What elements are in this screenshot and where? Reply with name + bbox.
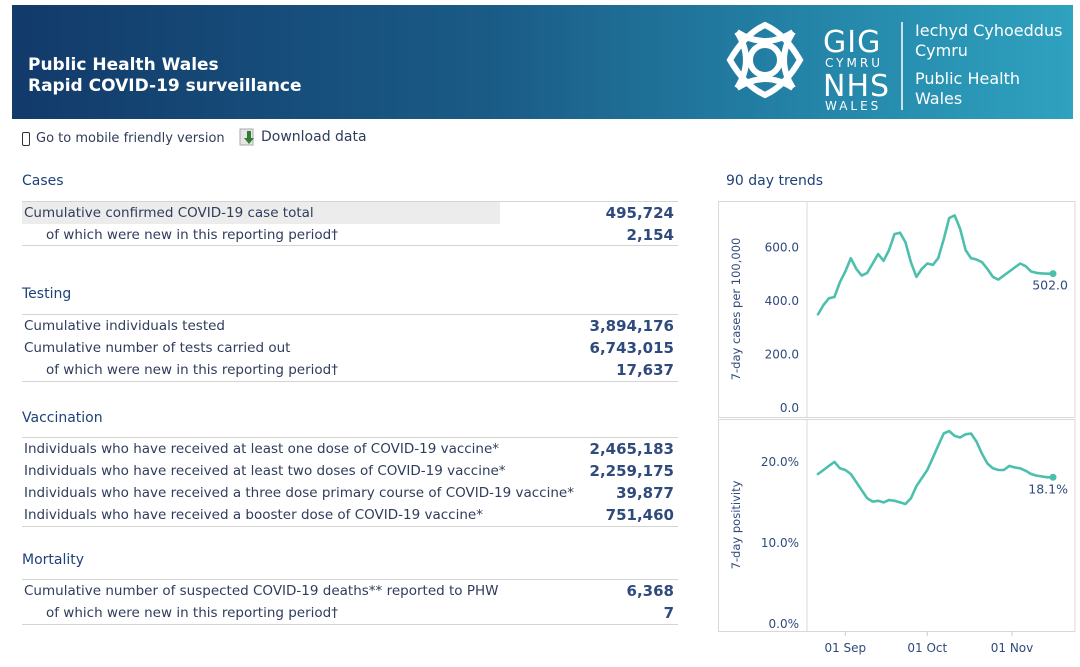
y-tick-label: 200.0 [765,347,799,361]
table-row[interactable]: Individuals who have received at least o… [22,438,678,460]
y-tick-label: 600.0 [765,240,799,254]
row-value: 6,743,015 [589,339,674,357]
mortality-section-title: Mortality [22,552,85,568]
celtic-knot-icon [726,21,804,99]
table-row[interactable]: of which were new in this reporting peri… [22,224,678,246]
row-value: 17,637 [616,361,674,379]
row-label: of which were new in this reporting peri… [46,605,338,621]
y-axis-label: 7-day positivity [729,480,743,569]
row-value: 2,154 [626,226,674,244]
row-value: 39,877 [616,484,674,502]
row-label: Individuals who have received a booster … [24,507,483,523]
divider [22,245,678,246]
dashboard-title: Rapid COVID-19 surveillance [28,76,302,96]
download-data-label: Download data [261,129,367,145]
table-row[interactable]: Individuals who have received a three do… [22,482,678,504]
y-tick-label: 400.0 [765,294,799,308]
row-value: 751,460 [605,506,674,524]
vaccination-section-title: Vaccination [22,410,103,426]
brand-name: Iechyd Cyhoeddus Cymru Public Health Wal… [915,21,1062,109]
end-value-label: 18.1% [1028,481,1068,496]
x-tick-label: 01 Oct [907,641,947,655]
row-label: Cumulative number of suspected COVID-19 … [24,583,499,599]
divider [22,579,678,580]
brand-welsh-line2: Cymru [915,41,968,60]
table-row[interactable]: Cumulative number of tests carried out 6… [22,337,678,359]
table-row[interactable]: Cumulative number of suspected COVID-19 … [22,580,678,602]
series-line [816,214,1055,316]
testing-section-title: Testing [22,286,72,302]
page-title: Public Health Wales Rapid COVID-19 surve… [28,55,302,97]
nhs-wales-logo: GIG CYMRU NHS WALES [726,21,903,113]
table-row[interactable]: Individuals who have received at least t… [22,460,678,482]
mobile-version-label: Go to mobile friendly version [36,131,225,146]
x-tick-label: 01 Sep [824,641,866,655]
y-tick-label: 10.0% [761,536,799,550]
download-data-button[interactable]: Download data [239,128,367,146]
row-label: Cumulative individuals tested [24,318,225,334]
row-label: of which were new in this reporting peri… [46,362,338,378]
y-tick-label: 0.0% [769,617,800,631]
page-header: Public Health Wales Rapid COVID-19 surve… [12,5,1073,119]
logo-cymru-text: CYMRU [825,56,883,70]
download-icon [239,128,254,146]
row-value: 3,894,176 [589,317,674,335]
divider [22,437,678,438]
table-row[interactable]: of which were new in this reporting peri… [22,602,678,624]
table-row[interactable]: Cumulative confirmed COVID-19 case total… [22,202,678,224]
logo-wales-text: WALES [825,99,881,113]
row-label: Individuals who have received a three do… [24,485,574,501]
y-tick-label: 0.0 [780,401,799,415]
logo-nhs-text: NHS [823,69,890,104]
end-point [1049,473,1057,481]
brand-english-line2: Wales [915,89,963,108]
row-label: Cumulative number of tests carried out [24,340,291,356]
trend-charts: 0.0 200.0 400.0 600.0 7-day cases per 100,00… [718,201,1076,655]
y-axis-label: 7-day cases per 100,000 [729,238,743,381]
divider [22,314,678,315]
trends-title: 90 day trends [726,173,824,189]
row-label: Cumulative confirmed COVID-19 case total [24,205,314,221]
row-value: 495,724 [605,204,674,222]
divider [22,381,678,382]
divider [22,526,678,527]
table-row[interactable]: of which were new in this reporting peri… [22,359,678,381]
y-tick-label: 20.0% [761,455,799,469]
row-label: Individuals who have received at least t… [24,463,506,479]
divider [22,624,678,625]
brand-english-line1: Public Health [915,69,1020,88]
row-highlight [22,202,500,224]
x-tick-label: 01 Nov [991,641,1034,655]
row-value: 2,465,183 [589,440,674,458]
series-line [816,429,1055,506]
mobile-version-link[interactable]: Go to mobile friendly version [22,131,225,146]
chart-panel [718,201,1076,418]
divider [22,201,678,202]
end-value-label: 502.0 [1032,278,1068,293]
table-row[interactable]: Individuals who have received a booster … [22,504,678,526]
row-value: 6,368 [626,582,674,600]
row-value: 7 [663,604,674,622]
chart-panel [718,419,1076,632]
cases-section-title: Cases [22,173,64,189]
phone-icon [22,131,30,146]
brand-welsh-line1: Iechyd Cyhoeddus [915,21,1063,40]
org-name: Public Health Wales [28,55,219,75]
table-row[interactable]: Cumulative individuals tested 3,894,176 [22,315,678,337]
row-value: 2,259,175 [589,462,674,480]
end-point [1049,270,1057,278]
logo-gig-text: GIG [823,25,881,60]
row-label: Individuals who have received at least o… [24,441,500,457]
row-label: of which were new in this reporting peri… [46,227,338,243]
